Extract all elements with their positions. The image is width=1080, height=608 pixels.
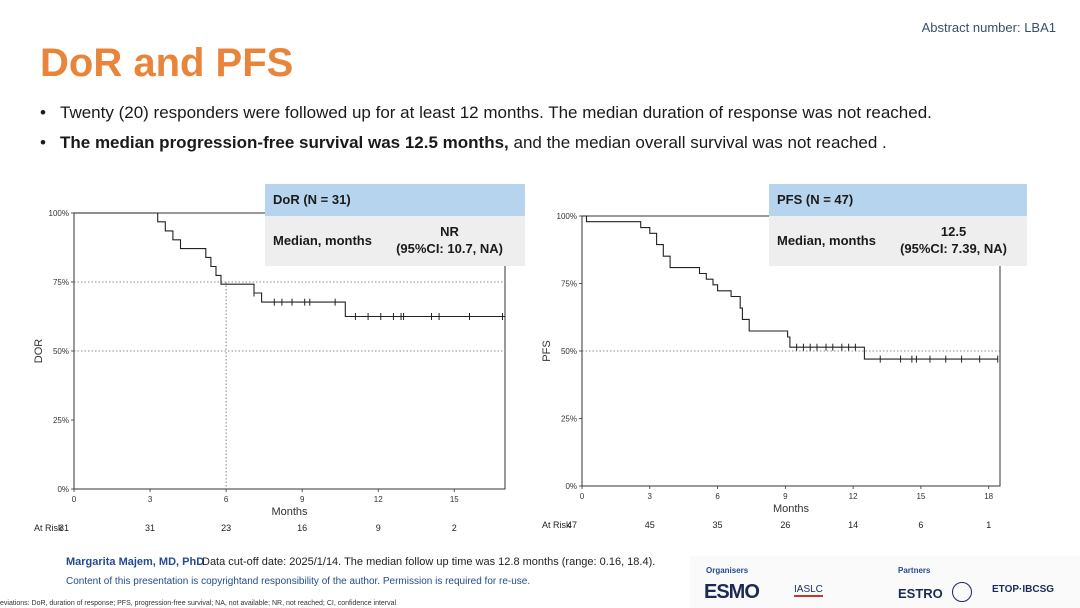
x-axis-label: Months [773,503,810,515]
pfs-median-number: 12.5 [940,224,967,239]
dor-median-ci: (95%CI: 10.7, NA) [396,241,503,256]
y-tick-label: 25% [53,416,69,425]
x-tick-label: 0 [580,492,585,501]
at-risk-count: 35 [713,520,723,530]
dor-stat-body: Median, months NR (95%CI: 10.7, NA) [265,216,525,266]
y-axis-label: DOR [33,339,45,364]
pfs-median-label: Median, months [777,233,876,248]
organisers-label: Organisers [706,566,749,575]
dor-median-number: NR [440,224,459,239]
data-cutoff-note: Data cut-off date: 2025/1/14. The median… [202,556,656,568]
at-risk-count: 45 [645,520,655,530]
bullet-list: Twenty (20) responders were followed up … [40,98,1060,158]
slide-title: DoR and PFS [40,41,294,85]
at-risk-count: 23 [221,523,231,533]
survival-curve [74,212,505,318]
x-tick-label: 12 [849,492,858,501]
author-name: Margarita Majem, MD, PhD [66,556,205,568]
dor-stat-box: DoR (N = 31) Median, months NR (95%CI: 1… [265,184,525,266]
at-risk-label: At Risk [34,523,63,533]
y-tick-label: 100% [557,212,577,221]
iaslc-logo: IASLC [794,584,823,597]
at-risk-count: 2 [452,523,457,533]
at-risk-count: 9 [376,523,381,533]
x-tick-label: 3 [648,492,653,501]
abbreviations-note: eviations: DoR, duration of response; PF… [0,600,397,607]
x-tick-label: 15 [450,495,459,504]
y-tick-label: 50% [561,347,577,356]
at-risk-count: 31 [59,523,69,533]
y-tick-label: 50% [53,347,69,356]
y-axis-label: PFS [541,340,553,361]
at-risk-count: 47 [567,520,577,530]
y-tick-label: 25% [561,415,577,424]
y-tick-label: 0% [565,482,577,491]
dor-stat-header: DoR (N = 31) [265,184,525,216]
pfs-stat-body: Median, months 12.5 (95%CI: 7.39, NA) [769,216,1027,266]
pfs-median-ci: (95%CI: 7.39, NA) [900,241,1007,256]
x-tick-label: 12 [374,495,383,504]
x-axis-label: Months [271,506,308,518]
abstract-number: Abstract number: LBA1 [921,20,1056,35]
x-tick-label: 0 [72,495,77,504]
bullet-responders: Twenty (20) responders were followed up … [40,98,1060,128]
etop-ibcsg-logo: ETOP·IBCSG [992,584,1055,595]
x-tick-label: 9 [783,492,788,501]
estro-logo: ESTRO [898,586,943,601]
survival-curve [582,215,998,360]
bullet-pfs: The median progression-free survival was… [40,128,1060,158]
pfs-stat-box: PFS (N = 47) Median, months 12.5 (95%CI:… [769,184,1027,266]
partners-label: Partners [898,566,931,575]
pfs-stat-header: PFS (N = 47) [769,184,1027,216]
bullet-pfs-rest: and the median overall survival was not … [508,133,887,152]
x-tick-label: 9 [300,495,305,504]
x-tick-label: 6 [715,492,720,501]
copyright-note: Content of this presentation is copyrigh… [66,576,531,587]
bullet-pfs-bold: The median progression-free survival was… [60,133,509,152]
dor-median-value: NR (95%CI: 10.7, NA) [396,223,503,257]
sponsor-panel: Organisers Partners ESMO IASLC ESTRO ETO… [690,556,1080,608]
y-tick-label: 75% [561,280,577,289]
eortc-emblem-icon [952,582,972,602]
at-risk-label: At Risk [542,520,571,530]
at-risk-count: 14 [848,520,858,530]
x-tick-label: 3 [148,495,153,504]
dor-median-label: Median, months [273,233,372,248]
y-tick-label: 100% [49,209,69,218]
at-risk-count: 26 [780,520,790,530]
pfs-median-value: 12.5 (95%CI: 7.39, NA) [900,223,1007,257]
at-risk-count: 6 [918,520,923,530]
x-tick-label: 18 [984,492,993,501]
at-risk-count: 16 [297,523,307,533]
y-tick-label: 0% [57,485,69,494]
y-tick-label: 75% [53,278,69,287]
x-tick-label: 15 [916,492,925,501]
esmo-logo: ESMO [704,581,760,603]
x-tick-label: 6 [224,495,229,504]
at-risk-count: 31 [145,523,155,533]
at-risk-count: 1 [986,520,991,530]
